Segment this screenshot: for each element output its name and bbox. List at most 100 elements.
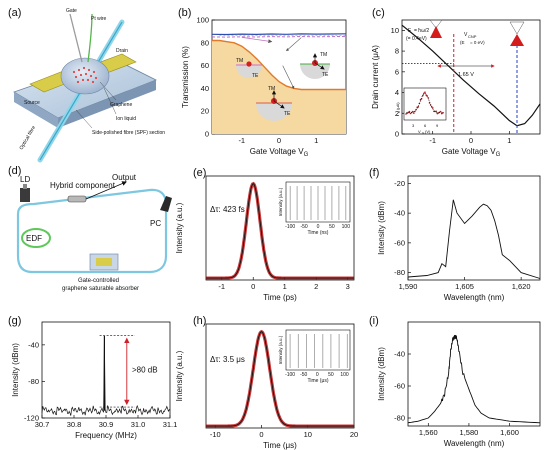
c-inset-ylabel-sub: D — [397, 110, 401, 113]
g-xlabel: Frequency (MHz) — [75, 431, 137, 440]
h-xlabel: Time (μs) — [263, 441, 297, 450]
c-ylabel: Drain current (μA) — [371, 45, 380, 109]
plot-autocorrelation-fs: -1 0 1 2 3 Time (ps) Intensity (a.u.) — [175, 175, 355, 302]
plot-rf-spectrum: 30.7 30.8 30.9 31.0 31.1 -120 -80 -40 Frequency … — [11, 321, 178, 440]
b-xtick-label: 1 — [314, 136, 318, 145]
e-xtick-label: 1 — [283, 282, 287, 291]
f-xtick-label: 1,620 — [512, 282, 531, 291]
c-xtick-label: 1 — [507, 136, 511, 145]
f-frame — [407, 175, 541, 281]
laser-diode-icon — [20, 188, 30, 202]
edf-coil-icon — [21, 228, 51, 248]
fibre-ring-cavity — [16, 188, 168, 274]
panel-tag-a: (a) — [8, 7, 21, 19]
c-ytick-label: 4 — [395, 88, 399, 97]
i-ylabel: Intensity (dBm) — [377, 347, 386, 401]
i-ytick-label: -40 — [394, 350, 405, 359]
b-ylabel: Transmission (%) — [181, 46, 190, 108]
inset-te-tm-left: TM TE — [236, 58, 262, 79]
e-pulse-fit — [206, 183, 354, 279]
c-ytick-label: 8 — [395, 47, 399, 56]
c-inset-tick-6: 6 — [424, 123, 427, 128]
e-inset-xtick-label: 100 — [342, 224, 351, 230]
f-ytick-label: -40 — [394, 209, 405, 218]
c-inset-xlabel-sub: G — [422, 131, 425, 135]
h-frame — [205, 323, 355, 429]
b-ytick-label: 100 — [196, 16, 209, 25]
e-inset-xtick-label: 50 — [329, 224, 335, 230]
c-inset-point — [435, 110, 438, 113]
c-inset-xlabel-unit: (V) — [425, 129, 431, 134]
b-area-fill — [212, 40, 346, 134]
c-vcnp-v: V — [464, 32, 468, 38]
c-xlabel: Gate Voltage VG — [442, 147, 501, 158]
panel-d: (d) LD Hybrid component Output PC EDF Ga… — [8, 165, 172, 292]
label-ld: LD — [20, 175, 30, 184]
f-ytick-label: -80 — [394, 268, 405, 277]
plot-spectrum-f: 1,590 1,605 1,620 -80 -60 -40 -20 Wavelength (n… — [377, 175, 541, 302]
h-xtick-label: 20 — [350, 430, 358, 439]
c-inset-point — [441, 112, 443, 115]
c-inset-point — [405, 113, 407, 115]
b-ytick-label: 60 — [201, 61, 209, 70]
c-inset-point — [408, 110, 411, 113]
h-inset-xtick-label: 50 — [328, 372, 334, 378]
b-ytick-label: 20 — [201, 107, 209, 116]
panel-tag-f: (f) — [369, 167, 379, 179]
e-ylabel: Intensity (a.u.) — [175, 202, 184, 253]
e-xtick-label: 2 — [314, 282, 318, 291]
e-xtick-label: -1 — [218, 282, 225, 291]
c-inset-point — [409, 112, 412, 115]
c-xtick-label: -1 — [429, 136, 436, 145]
inset-b-label-tm: TM — [268, 86, 275, 92]
panel-tag-c: (c) — [372, 7, 385, 19]
i-xlabel: Wavelength (nm) — [444, 439, 505, 448]
panel-tag-e: (e) — [193, 167, 206, 179]
e-inset-xtick-label: 0 — [317, 224, 320, 230]
output-arrow — [85, 181, 127, 200]
e-xtick-label: 3 — [346, 282, 350, 291]
ion-liquid-drop — [60, 57, 110, 95]
c-ef-value: = ħω/2 — [414, 28, 429, 34]
b-ytick-label: 80 — [201, 38, 209, 47]
leader-graphene — [99, 81, 117, 101]
b-arrow-3 — [282, 65, 295, 89]
i-xtick-label: 1,560 — [419, 428, 438, 437]
c-inset-xlabel-v: V — [418, 129, 421, 134]
h-inset-xtick-label: 0 — [316, 372, 319, 378]
g-xtick-label: 31.1 — [163, 420, 178, 429]
b-xtick-label: 0 — [277, 136, 281, 145]
b-xlabel: Gate Voltage VG — [250, 147, 309, 158]
c-inset-tick-9: 9 — [436, 123, 439, 128]
b-series-magenta — [211, 35, 347, 38]
c-inset-point — [423, 92, 425, 95]
c-inset-point — [424, 91, 426, 93]
panel-tag-g: (g) — [8, 315, 21, 327]
polarization-controller-icon — [160, 196, 172, 212]
label-gsa-line1: Gate-controlled — [78, 278, 119, 284]
substrate-side-right — [58, 80, 156, 128]
label-gsa-line2: graphene saturable absorber — [62, 286, 139, 292]
f-xlabel: Wavelength (nm) — [444, 293, 505, 302]
label-source: Source — [24, 100, 40, 106]
h-inset-pulse-train: -100 -50 0 50 100 Time (μs) Intensity (a.u.) — [278, 329, 351, 384]
f-xtick-label: 1,605 — [455, 282, 474, 291]
label-output: Output — [112, 173, 137, 182]
b-ytick-label: 40 — [201, 84, 209, 93]
c-inset-ylabel-i: I — [395, 115, 400, 116]
dirac-cone-lower-right — [510, 34, 524, 46]
c-ytick-label: 10 — [391, 26, 399, 35]
h-ylabel: Intensity (a.u.) — [175, 350, 184, 401]
substrate-side-left — [14, 92, 58, 128]
label-optical-fibre: Optical fibre — [19, 125, 38, 151]
leader-spf — [75, 109, 93, 129]
b-series-blue — [211, 33, 347, 36]
g-xtick-label: 30.8 — [67, 420, 82, 429]
c-ef-open: (E — [460, 40, 465, 45]
g-series-noise — [41, 335, 171, 416]
c-inset-point — [417, 106, 420, 108]
e-pulse-width: Δτ: 423 fs — [210, 205, 245, 214]
